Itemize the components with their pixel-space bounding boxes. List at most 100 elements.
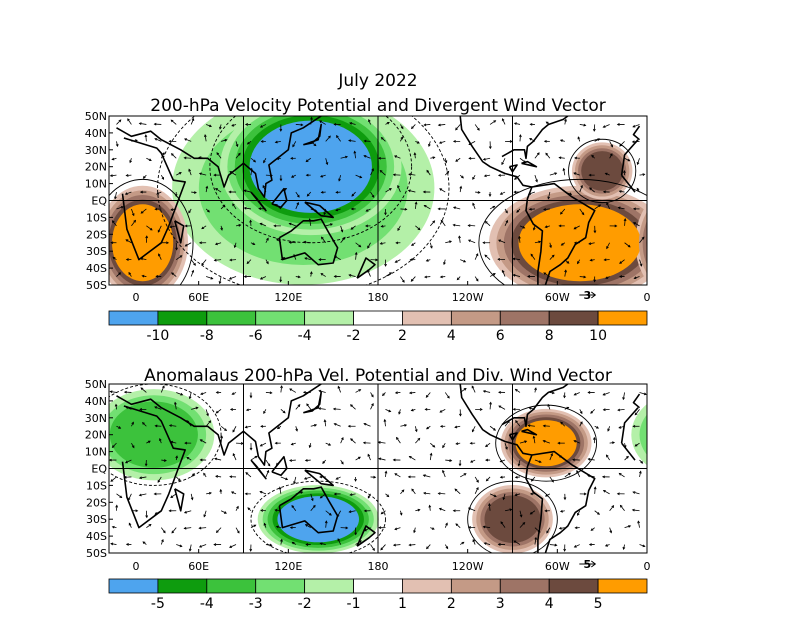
- wind-vector: [549, 254, 555, 260]
- wind-arrowhead: [279, 279, 283, 283]
- wind-vector: [549, 453, 553, 461]
- wind-arrowhead: [161, 539, 164, 542]
- wind-arrowhead: [493, 120, 497, 123]
- wind-arrowhead: [249, 447, 253, 451]
- wind-vector: [472, 203, 476, 210]
- wind-vector: [170, 493, 177, 498]
- wind-vector: [423, 474, 431, 478]
- wind-vector: [472, 426, 476, 432]
- wind-arrowhead: [260, 509, 264, 512]
- wind-arrowhead: [200, 392, 204, 395]
- wind-arrowhead: [203, 472, 206, 476]
- wind-arrowhead: [598, 204, 602, 208]
- wind-vector: [125, 459, 132, 464]
- wind-vector: [484, 174, 491, 177]
- wind-vector: [350, 404, 356, 410]
- wind-arrowhead: [274, 203, 278, 207]
- wind-arrowhead: [609, 153, 613, 157]
- wind-arrowhead: [348, 139, 352, 143]
- wind-arrowhead: [111, 525, 115, 529]
- wind-vector: [325, 521, 327, 528]
- wind-arrowhead: [609, 530, 613, 534]
- wind-arrowhead: [276, 238, 279, 242]
- wind-vector: [378, 441, 386, 444]
- wind-arrowhead: [199, 458, 203, 462]
- wind-arrowhead: [333, 122, 337, 126]
- wind-arrowhead: [512, 273, 516, 277]
- wind-arrowhead: [243, 206, 247, 210]
- wind-arrowhead: [528, 192, 532, 195]
- coastline: [531, 450, 596, 553]
- wind-vector: [622, 392, 625, 400]
- colorbar-label: 1: [398, 596, 407, 612]
- wind-vector: [140, 258, 147, 261]
- wind-arrowhead: [498, 390, 502, 394]
- wind-arrowhead: [485, 444, 488, 448]
- wind-arrowhead: [259, 125, 263, 128]
- wind-arrowhead: [291, 504, 295, 508]
- wind-vector: [560, 208, 566, 215]
- wind-vector: [458, 236, 461, 243]
- shade-contour: [112, 204, 174, 282]
- wind-vector: [155, 510, 162, 515]
- wind-arrowhead: [179, 544, 183, 548]
- wind-arrowhead: [394, 527, 398, 531]
- wind-arrowhead: [444, 160, 448, 164]
- colorbar-swatch: [157, 578, 208, 594]
- wind-arrowhead: [576, 469, 579, 473]
- wind-arrowhead: [588, 242, 592, 245]
- wind-arrowhead: [162, 385, 165, 389]
- wind-vector: [112, 442, 117, 448]
- wind-vector: [394, 473, 401, 478]
- wind-arrowhead: [282, 257, 286, 260]
- shade-contour: [631, 404, 647, 466]
- coastline: [508, 432, 518, 441]
- wind-arrowhead: [363, 139, 367, 143]
- wind-vector: [185, 242, 192, 247]
- x-tick-label: 60E: [188, 291, 209, 304]
- wind-arrowhead: [127, 497, 131, 501]
- wind-arrowhead: [589, 187, 592, 191]
- wind-arrowhead: [219, 488, 223, 492]
- wind-arrowhead: [206, 413, 209, 417]
- wind-arrowhead: [191, 118, 195, 121]
- wind-arrowhead: [529, 492, 533, 496]
- colorbar-swatch: [108, 578, 159, 594]
- wind-vector: [310, 117, 313, 125]
- coastline: [508, 164, 518, 173]
- wind-arrowhead: [174, 401, 177, 405]
- wind-vector: [619, 141, 625, 147]
- wind-vector: [275, 140, 281, 143]
- wind-arrowhead: [389, 272, 392, 275]
- wind-arrowhead: [259, 490, 263, 494]
- wind-arrowhead: [199, 439, 203, 442]
- wind-arrowhead: [144, 463, 148, 467]
- wind-arrowhead: [304, 458, 308, 462]
- wind-vector: [534, 537, 537, 545]
- wind-vector: [543, 208, 550, 210]
- wind-arrowhead: [289, 388, 293, 392]
- wind-arrowhead: [458, 235, 461, 239]
- wind-arrowhead: [452, 223, 456, 227]
- wind-arrowhead: [118, 426, 122, 429]
- wind-arrowhead: [512, 407, 516, 411]
- wind-vector: [594, 510, 600, 515]
- wind-arrowhead: [293, 253, 296, 257]
- wind-arrowhead: [305, 173, 309, 177]
- wind-arrowhead: [618, 472, 622, 476]
- wind-vector: [175, 476, 181, 481]
- wind-arrowhead: [384, 212, 387, 216]
- wind-vector: [468, 140, 476, 145]
- wind-vector: [534, 152, 540, 159]
- contour-lines: [109, 384, 598, 553]
- wind-arrowhead: [110, 479, 114, 482]
- wind-arrowhead: [354, 251, 358, 255]
- wind-arrowhead: [208, 420, 212, 424]
- wind-vector: [112, 220, 117, 227]
- wind-arrowhead: [437, 123, 441, 127]
- wind-arrowhead: [619, 504, 623, 508]
- wind-arrowhead: [502, 497, 506, 501]
- wind-arrowhead: [432, 444, 436, 448]
- wind-arrowhead: [618, 426, 622, 429]
- wind-vector: [229, 544, 237, 548]
